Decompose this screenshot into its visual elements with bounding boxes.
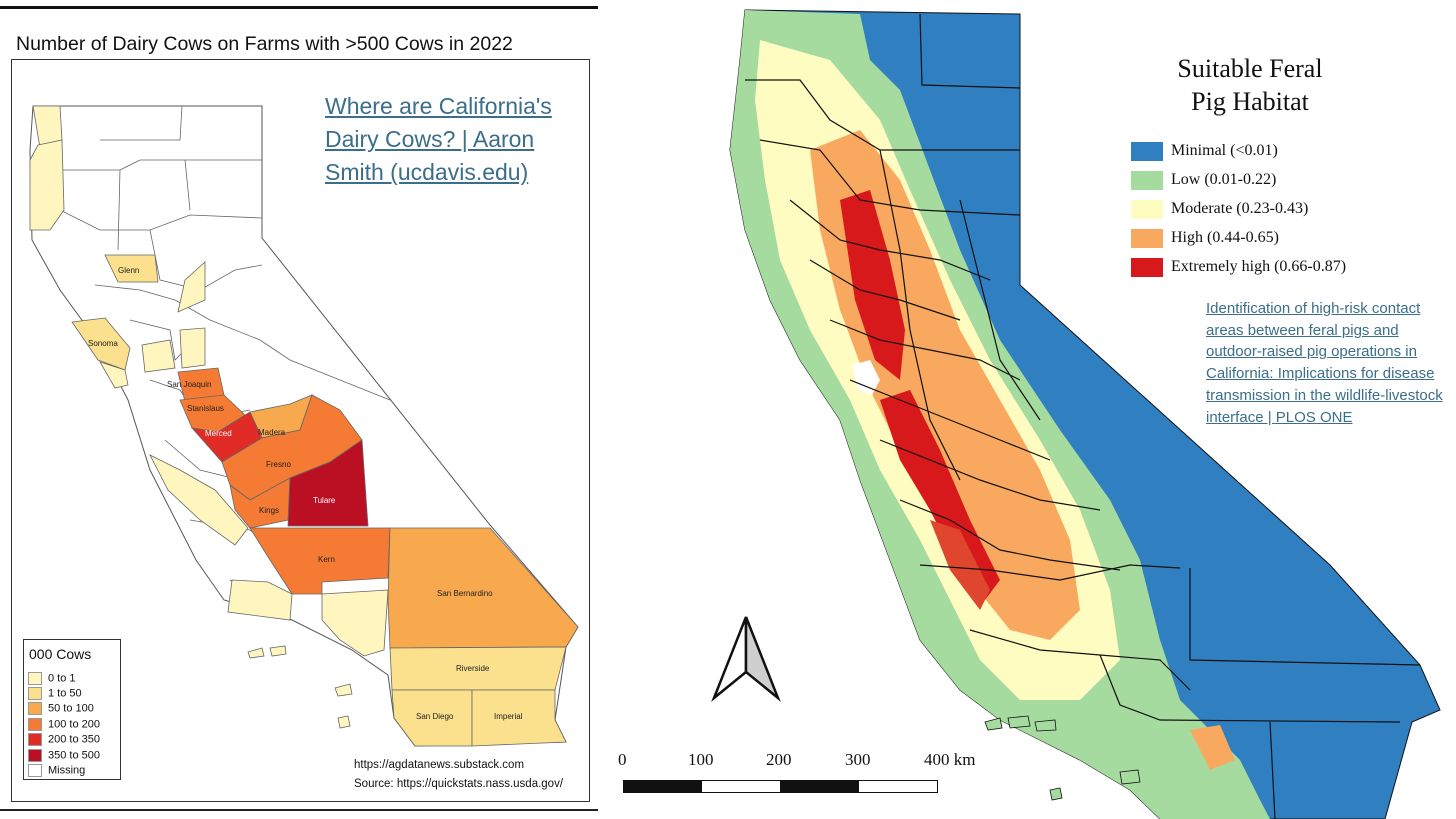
dairy-map-title: Number of Dairy Cows on Farms with >500 … (16, 33, 513, 55)
scale-segment (702, 781, 780, 792)
source-line-nass: Source: https://quickstats.nass.usda.gov… (354, 778, 564, 790)
scale-segment (624, 781, 702, 792)
legend-swatch (28, 702, 42, 715)
label-merced: Merced (205, 429, 232, 438)
county-butte (177, 261, 206, 313)
county-santa-barbara (227, 579, 293, 621)
legend-swatch (1131, 200, 1163, 219)
county-tulare (287, 439, 369, 527)
legend-swatch (1131, 171, 1163, 190)
county-marin (99, 361, 129, 389)
county-imperial (471, 689, 567, 747)
scale-segment (780, 781, 859, 792)
scale-label-400: 400 km (924, 750, 976, 769)
bottom-rule (0, 809, 598, 811)
label-san-joaquin: San Joaquin (167, 380, 211, 389)
habitat-title-line2: Pig Habitat (1191, 87, 1309, 116)
scale-label-0: 0 (618, 750, 627, 769)
label-kings: Kings (259, 506, 279, 515)
label-fresno: Fresno (266, 460, 291, 469)
legend-swatch (28, 749, 42, 762)
cows-legend-item: Missing (28, 764, 85, 778)
habitat-legend-item: Minimal (<0.01) (1131, 142, 1278, 162)
county-monterey (149, 454, 249, 546)
filled-counties (29, 105, 579, 747)
dairy-map-frame (11, 59, 590, 802)
county-sonoma (71, 317, 131, 371)
county-los-angeles (321, 589, 389, 657)
habitat-legend-item: Low (0.01-0.22) (1131, 171, 1276, 191)
cows-legend-item: 100 to 200 (28, 718, 100, 732)
legend-swatch (1131, 229, 1163, 248)
legend-swatch (28, 718, 42, 731)
dairy-cows-panel: Number of Dairy Cows on Farms with >500 … (0, 0, 600, 819)
source-line-substack: https://agdatanews.substack.com (354, 759, 525, 771)
label-madera: Madera (258, 428, 286, 437)
habitat-legend-item: Moderate (0.23-0.43) (1131, 200, 1308, 220)
cows-legend-item: 350 to 500 (28, 749, 100, 763)
habitat-map-title: Suitable Feral Pig Habitat (1150, 52, 1350, 118)
channel-island (334, 683, 353, 697)
top-rule (0, 6, 598, 9)
county-san-bernardino (387, 527, 579, 649)
habitat-extreme-region (1190, 725, 1235, 770)
scale-bar (623, 780, 938, 793)
cows-legend-title: 000 Cows (29, 646, 92, 662)
legend-swatch (28, 764, 42, 777)
county-glenn (104, 254, 159, 283)
label-riverside: Riverside (456, 664, 490, 673)
label-imperial: Imperial (494, 712, 523, 721)
north-arrow-icon (711, 616, 781, 702)
plos-one-article-link[interactable]: Identification of high-risk contact area… (1206, 300, 1443, 426)
bay-area-water (852, 360, 880, 395)
habitat-legend-item: High (0.44-0.65) (1131, 229, 1279, 249)
label-san-bernardino: San Bernardino (437, 589, 493, 598)
legend-swatch (1131, 258, 1163, 277)
habitat-title-line1: Suitable Feral (1177, 54, 1323, 83)
feral-pig-habitat-map (711, 9, 1441, 819)
legend-swatch (28, 733, 42, 746)
label-stanislaus: Stanislaus (187, 404, 224, 413)
scale-label-100: 100 (688, 750, 714, 769)
habitat-legend-item: Extremely high (0.66-0.87) (1131, 258, 1346, 278)
cows-legend: 000 Cows 0 to 1 1 to 50 50 to 100 100 to… (23, 639, 121, 780)
label-kern: Kern (318, 555, 335, 564)
county-humboldt (29, 139, 65, 231)
cows-legend-item: 200 to 350 (28, 733, 100, 747)
cows-legend-item: 0 to 1 (28, 672, 76, 686)
cows-legend-item: 1 to 50 (28, 687, 82, 701)
label-sonoma: Sonoma (88, 339, 118, 348)
county-san-diego (391, 689, 473, 747)
legend-swatch (28, 687, 42, 700)
label-san-diego: San Diego (416, 712, 454, 721)
scale-label-200: 200 (766, 750, 792, 769)
scale-label-300: 300 (845, 750, 871, 769)
habitat-extreme-region (930, 520, 990, 610)
scale-segment (859, 781, 937, 792)
habitat-extreme-region (840, 190, 905, 380)
legend-swatch (1131, 142, 1163, 161)
label-glenn: Glenn (118, 266, 139, 275)
ucdavis-article-link[interactable]: Where are California's Dairy Cows? | Aar… (325, 93, 552, 185)
county-solano (141, 339, 176, 373)
channel-islands (984, 715, 1141, 801)
habitat-county-boundaries (745, 13, 1421, 819)
habitat-extreme-region (880, 390, 1000, 600)
county-sacramento (179, 327, 206, 369)
channel-island (337, 715, 351, 729)
channel-island (269, 645, 287, 657)
california-dairy-map: Glenn Sonoma San Joaquin Stanislaus Merc… (29, 105, 579, 747)
cows-legend-item: 50 to 100 (28, 702, 94, 716)
legend-swatch (28, 672, 42, 685)
channel-island (247, 647, 265, 659)
label-tulare: Tulare (313, 496, 336, 505)
